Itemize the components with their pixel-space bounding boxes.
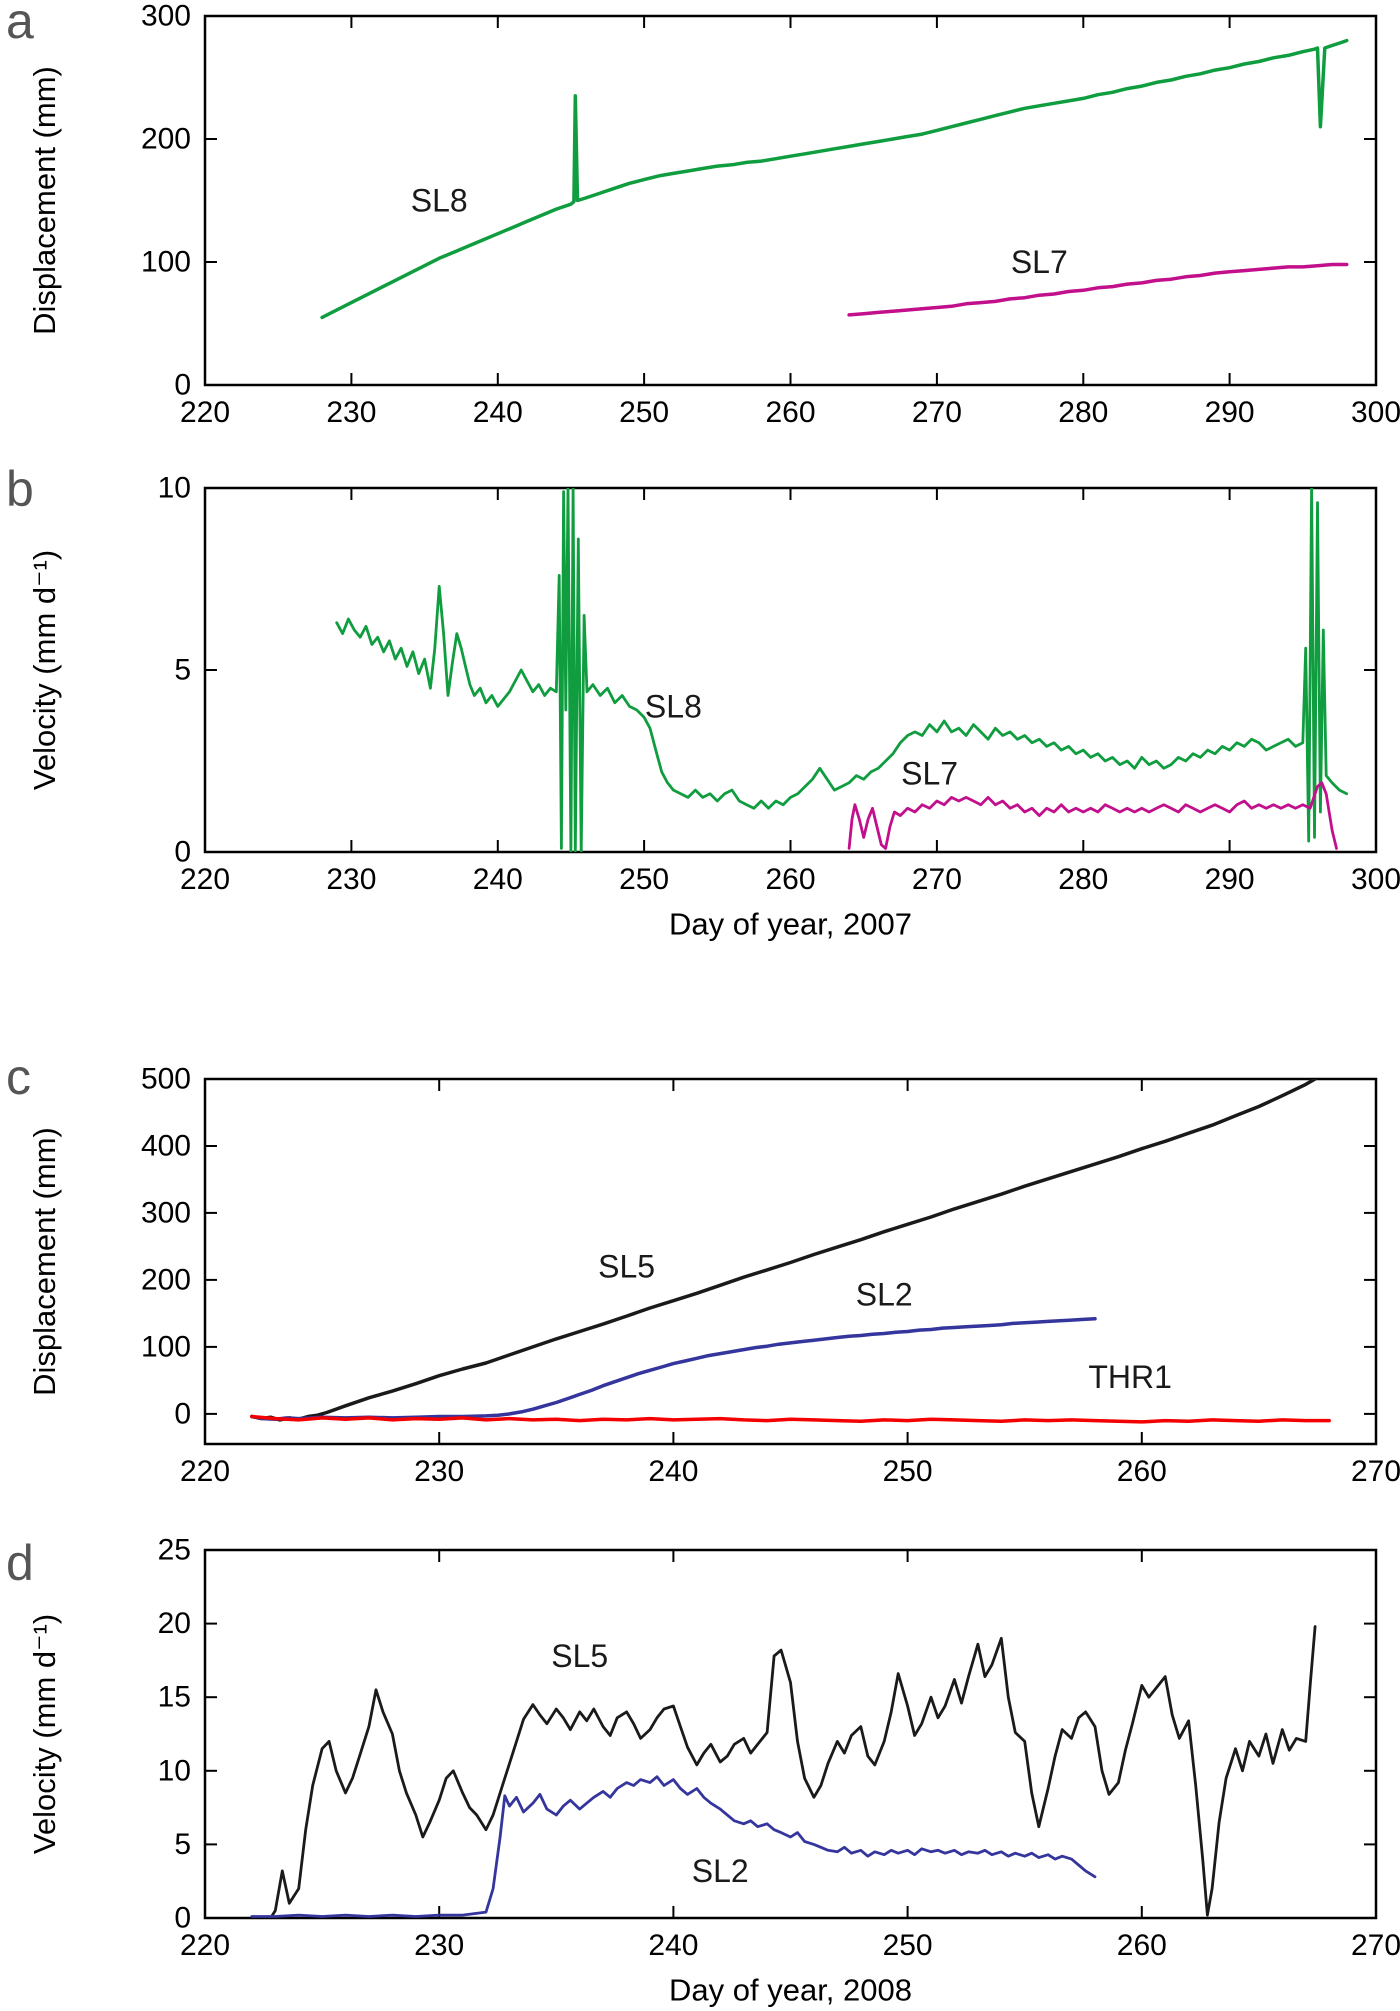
panel-b-letter: b <box>6 461 34 517</box>
x-tick-label: 270 <box>1351 1929 1400 1962</box>
y-axis-label: Velocity (mm d⁻¹) <box>27 550 62 790</box>
y-tick-label: 0 <box>174 836 191 869</box>
axes-box <box>203 1077 1378 1446</box>
y-tick-label: 15 <box>158 1681 191 1714</box>
x-tick-label: 240 <box>648 1455 698 1488</box>
y-tick-label: 200 <box>141 123 191 156</box>
series-label-THR1: THR1 <box>1088 1359 1172 1395</box>
series-SL2 <box>250 1775 1097 1918</box>
series-label-SL7: SL7 <box>1011 244 1068 280</box>
y-tick-label: 0 <box>174 1902 191 1935</box>
series-SL2 <box>250 1317 1097 1421</box>
series-label-SL5: SL5 <box>598 1249 655 1285</box>
x-tick-label: 260 <box>1117 1455 1167 1488</box>
y-tick-label: 200 <box>141 1263 191 1296</box>
panel-d-letter: d <box>6 1535 34 1591</box>
x-tick-label: 290 <box>1205 863 1255 896</box>
y-tick-label: 400 <box>141 1130 191 1163</box>
x-axis-label: Day of year, 2008 <box>669 1972 912 2007</box>
x-tick-label: 230 <box>326 396 376 429</box>
x-tick-label: 220 <box>180 396 230 429</box>
y-tick-label: 10 <box>158 472 191 505</box>
series-SL5 <box>250 1079 1317 1422</box>
panel-b-chart: 220 230 240 250 260 270 280 290 300 0 5 10 Velocity … <box>27 472 1400 942</box>
x-tick-label: 220 <box>180 863 230 896</box>
axes-box <box>203 1548 1378 1920</box>
x-tick-label: 230 <box>326 863 376 896</box>
x-axis-ticks: 220 230 240 250 260 270 280 290 300 <box>180 16 1400 429</box>
series-label-SL8: SL8 <box>411 183 468 219</box>
y-tick-label: 5 <box>174 654 191 687</box>
series-label-SL7: SL7 <box>901 756 958 792</box>
y-tick-label: 20 <box>158 1607 191 1640</box>
panel-c-letter: c <box>6 1049 31 1105</box>
y-axis-ticks: 0 100 200 300 <box>141 0 1376 402</box>
series-SL5 <box>269 1625 1317 1918</box>
series-THR1 <box>250 1414 1331 1424</box>
panel-a-letter: a <box>6 0 34 49</box>
x-tick-label: 260 <box>765 396 815 429</box>
y-tick-label: 100 <box>141 246 191 279</box>
x-tick-label: 250 <box>883 1929 933 1962</box>
y-tick-label: 10 <box>158 1754 191 1787</box>
series-label-SL2: SL2 <box>856 1277 913 1313</box>
y-axis-label: Velocity (mm d⁻¹) <box>27 1614 62 1854</box>
x-tick-label: 250 <box>619 396 669 429</box>
x-tick-label: 260 <box>765 863 815 896</box>
y-tick-label: 500 <box>141 1063 191 1096</box>
y-tick-label: 25 <box>158 1534 191 1567</box>
x-tick-label: 240 <box>473 396 523 429</box>
x-tick-label: 240 <box>648 1929 698 1962</box>
x-tick-label: 300 <box>1351 396 1400 429</box>
y-tick-label: 5 <box>174 1828 191 1861</box>
panel-c-chart: 220 230 240 250 260 270 0 100 200 300 400 500 Displa… <box>27 1063 1400 1488</box>
x-axis-ticks: 220 230 240 250 260 270 <box>180 1079 1400 1488</box>
series-label-SL5: SL5 <box>551 1638 608 1674</box>
y-tick-label: 300 <box>141 1196 191 1229</box>
series-label-SL2: SL2 <box>692 1853 749 1889</box>
panel-a-chart: 220 230 240 250 260 270 280 290 300 0 100 200 300 Dis… <box>27 0 1400 429</box>
x-tick-label: 260 <box>1117 1929 1167 1962</box>
y-tick-label: 300 <box>141 0 191 33</box>
x-tick-label: 220 <box>180 1929 230 1962</box>
x-tick-label: 280 <box>1058 396 1108 429</box>
y-axis-ticks: 0 5 10 15 20 25 <box>158 1534 1376 1935</box>
y-tick-label: 100 <box>141 1330 191 1363</box>
x-tick-label: 290 <box>1205 396 1255 429</box>
x-tick-label: 300 <box>1351 863 1400 896</box>
series-SL8 <box>335 488 1349 852</box>
y-axis-label: Displacement (mm) <box>27 1127 62 1396</box>
x-tick-label: 270 <box>912 396 962 429</box>
x-tick-label: 270 <box>912 863 962 896</box>
x-axis-ticks: 220 230 240 250 260 270 <box>180 1550 1400 1962</box>
axes-box <box>203 14 1378 387</box>
y-tick-label: 0 <box>174 1397 191 1430</box>
x-tick-label: 230 <box>414 1455 464 1488</box>
x-tick-label: 250 <box>883 1455 933 1488</box>
x-axis-ticks: 220 230 240 250 260 270 280 290 300 <box>180 488 1400 896</box>
series-SL7 <box>847 781 1338 850</box>
x-tick-label: 220 <box>180 1455 230 1488</box>
x-tick-label: 250 <box>619 863 669 896</box>
x-tick-label: 280 <box>1058 863 1108 896</box>
y-axis-label: Displacement (mm) <box>27 66 62 335</box>
x-tick-label: 230 <box>414 1929 464 1962</box>
series-SL7 <box>847 262 1349 317</box>
x-tick-label: 240 <box>473 863 523 896</box>
y-axis-ticks: 0 5 10 <box>158 472 1376 869</box>
y-axis-ticks: 0 100 200 300 400 500 <box>141 1063 1376 1430</box>
y-tick-label: 0 <box>174 369 191 402</box>
series-SL8 <box>320 38 1349 320</box>
panel-d-chart: 220 230 240 250 260 270 0 5 10 15 20 25 Velocity (mm… <box>27 1534 1400 2008</box>
x-axis-label: Day of year, 2007 <box>669 906 912 941</box>
x-tick-label: 270 <box>1351 1455 1400 1488</box>
series-label-SL8: SL8 <box>645 688 702 724</box>
